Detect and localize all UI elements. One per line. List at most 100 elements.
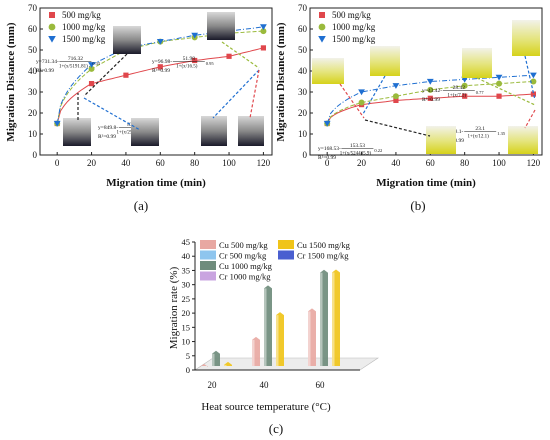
legend-label: Cr 500 mg/kg xyxy=(219,251,267,261)
photo-inset xyxy=(207,12,235,40)
x-tick-label: 0 xyxy=(325,158,330,168)
y-tick-label: 15 xyxy=(182,322,191,332)
callout-arrow xyxy=(83,53,128,97)
photo-inset xyxy=(370,46,400,76)
x-tick-label: 60 xyxy=(426,158,436,168)
callout-arrow xyxy=(339,83,365,119)
fit-equation: y=43.42- 28.42 1+(x/7.2) 0.77 R²=0.99 xyxy=(422,85,484,103)
y-tick-label: 60 xyxy=(28,24,38,34)
y-tick-label: 50 xyxy=(28,45,38,55)
callout-arrow xyxy=(212,69,260,119)
panel-label: (c) xyxy=(269,421,283,436)
equation-lhs: y=849.8- xyxy=(98,125,118,131)
fit-equations: y=731.34- 716.321+(x/5191.81)0.35R²=0.99y… xyxy=(36,56,214,140)
legend-marker xyxy=(318,23,326,31)
data-point xyxy=(192,57,198,64)
y-axis-title: Migration Distance (mm) xyxy=(275,22,287,141)
bar xyxy=(276,312,284,366)
y-tick-label: 20 xyxy=(182,308,191,318)
equation-exponent: 0.22 xyxy=(374,148,382,153)
data-point xyxy=(157,64,163,70)
bar xyxy=(308,308,316,366)
legend-label: 1500 mg/kg xyxy=(62,34,106,44)
data-point xyxy=(495,74,503,81)
data-markers xyxy=(323,72,537,127)
legend-label: Cr 1500 mg/kg xyxy=(297,251,349,261)
y-tick-label: 30 xyxy=(28,87,38,97)
x-tick-label: 40 xyxy=(121,158,131,168)
photo-inset xyxy=(201,116,227,146)
y-tick-label: 40 xyxy=(182,251,191,261)
panel-label: (a) xyxy=(134,198,148,213)
equation-numerator: 716.32 xyxy=(68,56,83,62)
x-tick-label: 100 xyxy=(492,158,506,168)
x-tick-label: 120 xyxy=(527,158,541,168)
equation-denominator: 1+(x/7.2) xyxy=(447,94,466,99)
bar xyxy=(320,269,328,366)
data-point xyxy=(530,91,537,97)
equation-denominator: 1+(x/5191.81) xyxy=(59,65,88,70)
data-point xyxy=(88,65,95,72)
y-tick-label: 60 xyxy=(298,24,308,34)
photo-inset xyxy=(508,126,538,154)
x-tick-label: 0 xyxy=(55,158,60,168)
panel-c: 0 5 10 15 20 25 30 35 40 45 20 40 60 Migration rate … xyxy=(168,237,379,436)
data-point xyxy=(260,24,267,31)
callout-arrows xyxy=(77,41,260,131)
photo-inset xyxy=(512,20,540,56)
photo-inset xyxy=(312,58,344,84)
x-tick-label: 60 xyxy=(316,380,326,390)
x-axis-title: Heat source temperature (°C) xyxy=(201,401,331,413)
legend-swatch xyxy=(278,240,294,249)
photo-inset xyxy=(238,116,264,146)
equation-numerator: 51.98 xyxy=(183,56,196,62)
y-tick-label: 10 xyxy=(28,129,38,139)
equation-numerator: 23.1 xyxy=(475,126,485,132)
data-point xyxy=(323,120,331,127)
equation-denominator: 1+(x/12.1) xyxy=(468,135,490,140)
equation-lhs: y=96.98- xyxy=(152,59,172,65)
callout-arrow xyxy=(524,55,536,101)
data-point xyxy=(392,93,399,100)
y-axis-title: Migration rate (%) xyxy=(168,266,180,349)
data-point xyxy=(462,93,468,99)
legend-label: Cu 500 mg/kg xyxy=(219,240,268,250)
data-point xyxy=(156,39,164,45)
equation-lhs: y=168.53- xyxy=(318,146,341,152)
equation-denominator: 1+(x/16.5) xyxy=(176,65,198,70)
data-point xyxy=(426,78,434,85)
bar xyxy=(212,350,220,366)
data-point xyxy=(191,32,199,39)
fit-equation: y=168.53- 153.53 1+(x/524435.9)0.22 R²=0.99 xyxy=(318,143,382,161)
x-tick-label: 20 xyxy=(208,380,218,390)
y-tick-label: 50 xyxy=(298,45,308,55)
data-point xyxy=(461,76,469,83)
legend-label: 500 mg/kg xyxy=(332,10,371,20)
photo-insets xyxy=(312,20,540,154)
x-tick-label: 20 xyxy=(87,158,97,168)
legend-label: 1000 mg/kg xyxy=(332,22,376,32)
y-tick-label: 45 xyxy=(182,237,191,247)
y-tick-label: 0 xyxy=(303,150,308,160)
callout-arrow xyxy=(249,69,260,119)
data-point xyxy=(358,89,365,96)
bar xyxy=(264,285,272,366)
x-tick-label: 80 xyxy=(190,158,200,168)
equation-numerator: 153.53 xyxy=(350,143,365,149)
fit-curve xyxy=(56,30,264,124)
bar xyxy=(332,269,340,366)
axis-ticks: 0 20 40 60 80 100 120 0 10 20 30 40 50 60 70 xyxy=(28,3,271,168)
data-point xyxy=(530,72,537,79)
x-tick-label: 100 xyxy=(222,158,236,168)
equation-r2: R²=0.99 xyxy=(422,97,440,103)
y-tick-label: 70 xyxy=(298,3,308,13)
axis-ticks: 0 20 40 60 80 100 120 0 10 20 30 40 50 60 70 xyxy=(298,3,541,168)
legend-marker xyxy=(49,12,55,18)
legend-marker xyxy=(48,23,56,31)
fit-equation: y=96.98- 51.98 1+(x/16.5) 0.95 R²=0.99 xyxy=(152,56,214,74)
data-point xyxy=(53,120,61,127)
data-point xyxy=(427,86,434,93)
equation-exponent: 1.35 xyxy=(497,131,506,136)
y-tick-label: 40 xyxy=(298,66,308,76)
x-tick-label: 120 xyxy=(257,158,271,168)
